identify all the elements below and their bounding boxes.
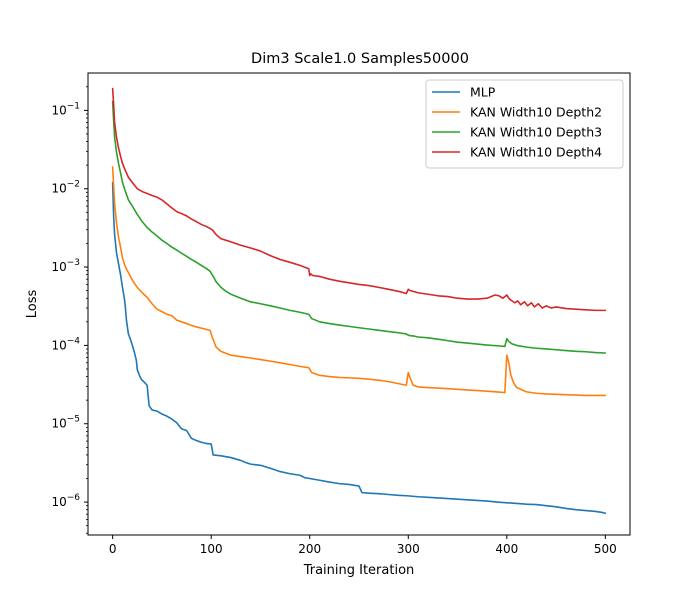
series-line-3 (111, 87, 607, 312)
y-tick-label: 10−3 (51, 258, 80, 274)
x-tick-label: 0 (109, 542, 117, 556)
y-tick-label: 10−4 (51, 336, 80, 352)
y-axis-label: Loss (25, 290, 40, 319)
series-line-2 (111, 100, 607, 354)
chart-title: Dim3 Scale1.0 Samples50000 (251, 51, 469, 67)
x-tick-label: 500 (594, 542, 617, 556)
series-line-1 (111, 166, 607, 397)
series-line-0 (111, 181, 607, 515)
y-tick-label: 10−1 (51, 101, 80, 117)
y-tick-label: 10−2 (51, 180, 80, 196)
x-axis-label: Training Iteration (303, 563, 415, 578)
legend: MLP KAN Width10 Depth2 KAN Width10 Depth3 K… (425, 79, 624, 169)
legend-label: KAN Width10 Depth2 (470, 105, 602, 120)
x-tick-label: 100 (200, 542, 223, 556)
x-tick-label: 400 (495, 542, 518, 556)
y-tick-label: 10−6 (51, 493, 80, 509)
legend-label: KAN Width10 Depth4 (470, 145, 602, 160)
x-axis: 0 100 200 300 400 500 (109, 535, 617, 556)
x-tick-label: 200 (298, 542, 321, 556)
x-tick-label: 300 (397, 542, 420, 556)
series-layer (111, 87, 607, 515)
plot-frame (87, 72, 631, 536)
legend-label: MLP (470, 85, 496, 100)
y-axis: 10−6 10−5 10−4 10−3 10−2 10−1 (51, 86, 88, 534)
legend-label: KAN Width10 Depth3 (470, 125, 602, 140)
y-tick-label: 10−5 (51, 415, 80, 431)
legend-box (425, 79, 624, 169)
